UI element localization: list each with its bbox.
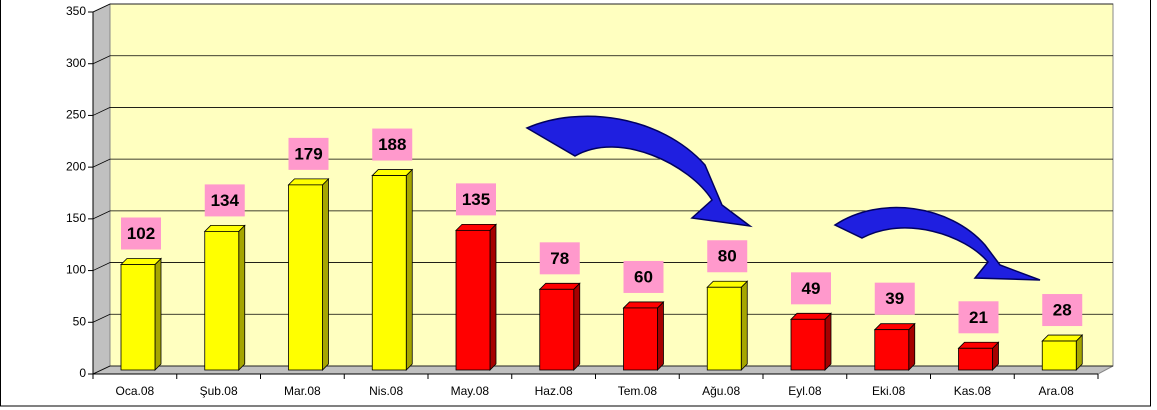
value-label: 21	[969, 308, 988, 327]
bar	[623, 307, 658, 371]
bar-side-shade	[741, 281, 748, 370]
value-label: 28	[1053, 301, 1072, 320]
grid-line	[92, 55, 1113, 65]
value-label: 188	[378, 135, 406, 154]
bar-side-shade	[657, 301, 664, 370]
value-label-box	[456, 183, 496, 216]
x-tick-label: Şub.08	[200, 384, 238, 398]
bar-side-shade	[155, 258, 161, 370]
bar	[204, 231, 240, 371]
value-label: 49	[802, 279, 821, 298]
bar-side-shade	[992, 342, 999, 370]
bar	[455, 229, 491, 371]
bar	[790, 318, 826, 371]
x-tick-label: Oca.08	[116, 384, 155, 398]
y-tick-label: 50	[73, 314, 87, 328]
y-tick-label: 0	[79, 366, 86, 380]
bar-top	[1041, 334, 1084, 342]
value-label-box	[372, 128, 413, 161]
bar-side-shade	[1076, 335, 1083, 370]
bar-side-shade	[490, 224, 496, 370]
bar-side-shade	[322, 178, 329, 370]
bar	[288, 184, 323, 371]
bar	[706, 286, 742, 371]
value-label-box	[791, 272, 831, 305]
grid-line	[92, 3, 1113, 13]
bar	[958, 347, 993, 371]
value-label-box	[623, 260, 664, 293]
value-label-box	[874, 282, 915, 315]
bar-top	[790, 312, 832, 320]
grid-line	[92, 107, 1113, 116]
x-tick-label: Eki.08	[872, 384, 906, 398]
y-tick-label: 300	[66, 56, 86, 70]
value-label: 39	[885, 289, 904, 308]
bar	[1041, 340, 1077, 371]
value-label-box	[1042, 294, 1083, 327]
bar-top	[622, 301, 665, 309]
y-tick-label: 200	[66, 159, 86, 173]
bar-top	[455, 223, 497, 231]
value-label-box	[121, 217, 161, 250]
value-label-box	[958, 301, 999, 334]
arrow	[525, 115, 753, 228]
bar-side-shade	[238, 225, 245, 370]
y-tick-label: 100	[66, 263, 86, 277]
bar-side-shade	[908, 323, 915, 370]
bar-top	[873, 323, 916, 331]
x-tick-label: Tem.08	[618, 384, 658, 398]
x-tick-label: Haz.08	[535, 384, 573, 398]
x-tick-label: Ağu.08	[702, 384, 740, 398]
x-tick-label: Nis.08	[369, 384, 403, 398]
arrow	[833, 206, 1041, 281]
x-tick-label: Ara.08	[1038, 384, 1074, 398]
value-label: 78	[550, 249, 569, 268]
y-tick-label: 150	[66, 211, 86, 225]
bar	[539, 288, 575, 371]
bar-side-shade	[825, 313, 831, 370]
value-label: 179	[294, 144, 322, 163]
bar-top	[371, 169, 414, 176]
value-label-box	[288, 137, 329, 170]
value-label: 134	[211, 191, 240, 210]
bar	[371, 175, 407, 371]
grid-line	[92, 313, 1113, 323]
value-label-box	[539, 242, 580, 275]
grid-line	[92, 158, 1113, 168]
bar-top	[120, 258, 162, 265]
value-label: 60	[634, 267, 653, 286]
bar-top	[957, 341, 1000, 349]
bar-top	[538, 282, 581, 290]
y-tick-label: 250	[66, 108, 86, 122]
bar-side-shade	[573, 283, 580, 370]
x-tick-label: Eyl.08	[788, 384, 822, 398]
bar-side-shade	[406, 169, 413, 370]
value-label: 80	[718, 247, 737, 266]
bar	[874, 329, 910, 371]
x-tick-label: Mar.08	[284, 384, 321, 398]
value-label: 135	[462, 190, 490, 209]
bar-top	[287, 178, 330, 186]
x-tick-label: May.08	[451, 384, 490, 398]
grid-line	[92, 210, 1113, 220]
grid-line	[92, 365, 1113, 375]
bar-top	[706, 280, 749, 288]
value-label-box	[707, 240, 748, 273]
value-label-box	[204, 184, 245, 217]
bar	[120, 264, 156, 371]
grid-line	[92, 262, 1113, 271]
bar-top	[203, 225, 246, 232]
y-tick-label: 350	[66, 4, 86, 18]
value-label: 102	[127, 224, 155, 243]
x-tick-label: Kas.08	[954, 384, 992, 398]
